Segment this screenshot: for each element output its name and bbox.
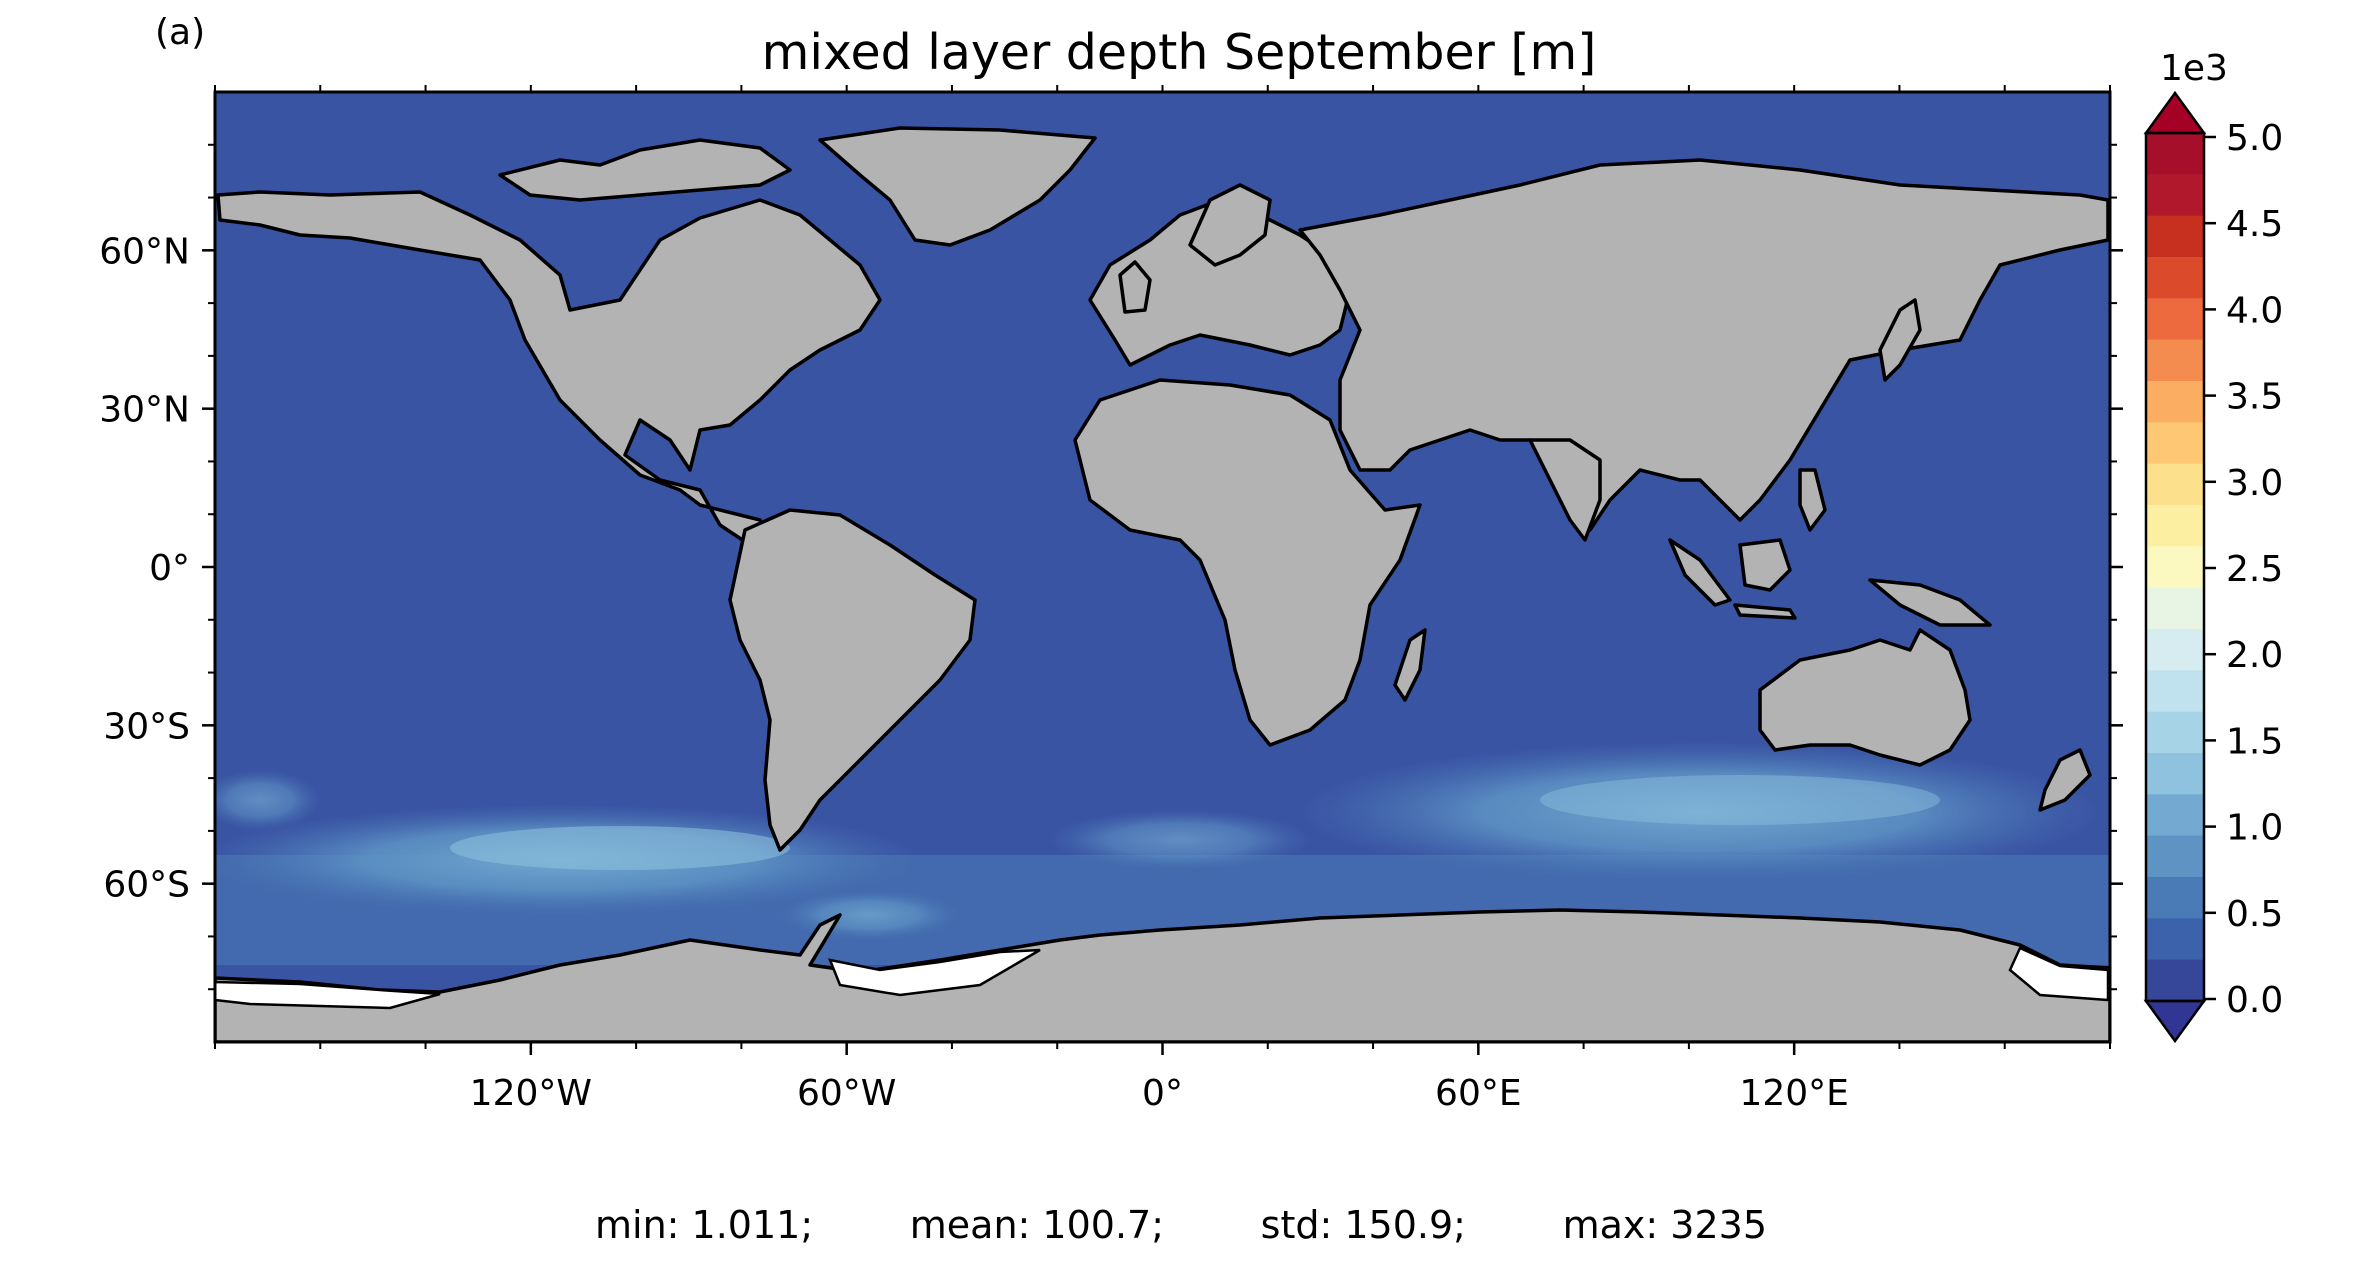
land-india (1528, 438, 1602, 542)
colorbar-segment (2146, 794, 2204, 837)
colorbar-segment (2146, 629, 2204, 671)
ice-shelves (215, 946, 2110, 1010)
map-area (215, 92, 2110, 1042)
land-java (1733, 603, 1797, 620)
colorbar-segment (2146, 505, 2204, 547)
colorbar-extend-min (2143, 999, 2207, 1044)
colorbar-tick-label: 3.0 (2226, 463, 2283, 504)
colorbar-tick-label: 2.0 (2226, 635, 2283, 676)
land (215, 126, 2110, 1042)
land-philippines (1798, 468, 1827, 532)
southern-ocean-mld-band (215, 742, 2110, 965)
colorbar-segment (2146, 133, 2204, 175)
land-south-america (728, 508, 977, 852)
lon-tick-label: 0° (1142, 1073, 1183, 1114)
colorbar-segment (2146, 546, 2204, 589)
land-europe (1088, 198, 1352, 367)
colorbar-segment (2146, 877, 2204, 919)
colorbar-multiplier: 1e3 (2160, 48, 2228, 89)
colorbar-tick-label: 4.5 (2226, 204, 2283, 245)
colorbar-segment (2146, 753, 2204, 795)
land-australia (1758, 628, 1972, 767)
colorbar-tick-label: 5.0 (2226, 118, 2283, 159)
lon-tick-label: 120°W (470, 1073, 592, 1114)
map-title: mixed layer depth September [m] (0, 24, 2362, 81)
colorbar-segment (2146, 587, 2204, 630)
colorbar-segment (2146, 257, 2204, 299)
stat-mean: mean: 100.7; (909, 1203, 1165, 1247)
colorbar-segment (2146, 918, 2204, 961)
colorbar-segment (2146, 339, 2204, 382)
land-scandinavia (1188, 183, 1272, 267)
land-new-zealand (2038, 748, 2092, 812)
colorbar-segment (2146, 670, 2204, 713)
land-antarctica (215, 908, 2110, 1042)
panel-label: (a) (155, 12, 206, 53)
colorbar-segment (2146, 959, 2204, 1002)
colorbar-segment (2146, 215, 2204, 258)
lat-tick-label: 60°S (103, 865, 190, 906)
lat-tick-label: 0° (149, 548, 190, 589)
colorbar-segment (2146, 711, 2204, 754)
land-new-guinea (1868, 578, 1992, 627)
colorbar-segment (2146, 298, 2204, 341)
land-north-america (216, 190, 882, 547)
stat-std: std: 150.9; (1260, 1203, 1466, 1247)
statistics-line: min: 1.011; mean: 100.7; std: 150.9; max… (0, 1203, 2362, 1247)
lon-tick-label: 60°W (797, 1073, 896, 1114)
lat-tick-label: 60°N (99, 231, 190, 272)
colorbar-segment (2146, 174, 2204, 217)
colorbar-extend-max (2143, 90, 2207, 135)
map-axes: 60°N 30°N 0° 30°S 60°S 120°W 60°W 0° 60°E 120°E (99, 85, 2123, 1114)
stat-min: min: 1.011; (595, 1203, 814, 1247)
map-title-text: mixed layer depth September [m] (761, 24, 1597, 81)
lon-tick-label: 120°E (1739, 1073, 1848, 1114)
colorbar: 1e3 5.0 4.5 4.0 3.5 3.0 2.5 2.0 1.5 1.0 0.5 0.0 (2143, 48, 2283, 1044)
land-japan (1878, 298, 1922, 382)
colorbar-segment (2146, 835, 2204, 878)
stat-max: max: 3235 (1562, 1203, 1767, 1247)
land-africa (1073, 378, 1422, 747)
colorbar-tick-label: 4.0 (2226, 290, 2283, 331)
land-greenland (818, 126, 1097, 247)
colorbar-tick-label: 0.0 (2226, 980, 2283, 1021)
colorbar-segment (2146, 422, 2204, 465)
colorbar-segment (2146, 463, 2204, 506)
lon-tick-label: 60°E (1435, 1073, 1522, 1114)
land-borneo (1738, 538, 1792, 592)
land-sumatra (1668, 538, 1732, 607)
colorbar-tick-label: 3.5 (2226, 377, 2283, 418)
land-canadian-arctic (498, 138, 792, 202)
land-britain (1118, 260, 1152, 314)
colorbar-tick-label: 2.5 (2226, 549, 2283, 590)
lat-tick-label: 30°S (103, 706, 190, 747)
colorbar-segment (2146, 381, 2204, 423)
colorbar-tick-label: 1.5 (2226, 721, 2283, 762)
lat-tick-label: 30°N (99, 390, 190, 431)
land-asia (1298, 158, 2110, 532)
land-madagascar (1393, 628, 1427, 702)
colorbar-tick-label: 0.5 (2226, 894, 2283, 935)
colorbar-tick-label: 1.0 (2226, 808, 2283, 849)
